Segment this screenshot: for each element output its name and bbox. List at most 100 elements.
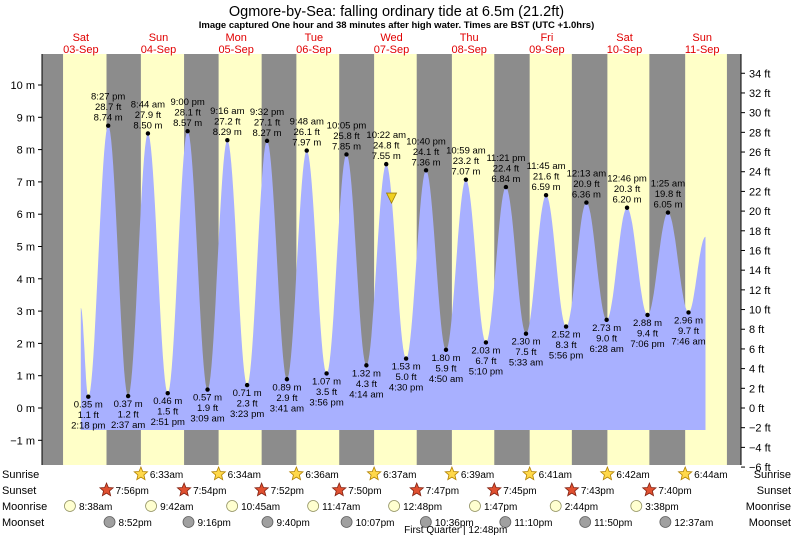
right-tick-label: 24 ft — [749, 167, 770, 179]
moonrise-time: 2:44pm — [565, 502, 598, 513]
low-tide-dot — [86, 394, 91, 399]
high-tide-label: 19.8 ft — [655, 189, 682, 200]
low-tide-label: 2.73 m — [592, 323, 621, 334]
sunrise-time: 6:37am — [383, 470, 416, 481]
left-tick-label: 4 m — [17, 274, 35, 286]
low-tide-label: 7:06 pm — [630, 339, 664, 350]
moonset-row-label-right: Moonset — [749, 517, 791, 529]
day-name: Thu — [460, 32, 479, 44]
high-tide-label: 20.9 ft — [573, 179, 600, 190]
sunset-time: 7:40pm — [658, 486, 691, 497]
low-tide-dot — [443, 347, 449, 353]
low-tide-label: 2:37 am — [111, 420, 145, 431]
sunrise-icon — [599, 465, 615, 481]
sunset-row-label: Sunset — [2, 485, 36, 497]
low-tide-label: 5.0 ft — [396, 372, 417, 383]
low-tide-label: 5.9 ft — [435, 363, 456, 374]
sunrise-time: 6:33am — [150, 470, 183, 481]
high-tide-label: 8.74 m — [94, 113, 123, 124]
low-tide-label: 9.7 ft — [678, 326, 699, 337]
right-tick-label: 20 ft — [749, 206, 770, 218]
sunrise-icon — [133, 465, 149, 481]
high-tide-label: 8:44 am — [131, 99, 165, 110]
low-tide-label: 1.80 m — [431, 353, 460, 364]
left-tick-label: −1 m — [10, 435, 35, 447]
low-tide-label: 3:41 am — [270, 403, 304, 414]
day-headers: Sat03-SepSun04-SepMon05-SepTue06-SepWed0… — [63, 32, 719, 56]
moonset-icon — [261, 516, 274, 528]
high-tide-label: 8.50 m — [133, 120, 162, 131]
chart-title: Ogmore-by-Sea: falling ordinary tide at … — [229, 4, 564, 20]
left-tick-label: 3 m — [17, 306, 35, 318]
low-tide-label: 2:18 pm — [71, 421, 105, 432]
high-tide-label: 10:59 am — [446, 146, 486, 157]
sunset-icon — [486, 481, 502, 497]
sunrise-time: 6:36am — [305, 470, 338, 481]
low-tide-dot — [686, 310, 691, 315]
high-tide-dot — [225, 138, 230, 143]
sunset-time: 7:54pm — [193, 486, 226, 497]
day-name: Mon — [225, 32, 246, 44]
high-tide-label: 8.27 m — [253, 128, 282, 139]
low-tide-label: 3:23 pm — [230, 409, 264, 420]
high-tide-label: 6.20 m — [613, 195, 642, 206]
day-name: Sat — [73, 32, 90, 44]
low-tide-label: 1.5 ft — [157, 407, 178, 418]
sunset-time: 7:43pm — [581, 486, 614, 497]
moonset-icon — [419, 516, 432, 528]
moon-phase-label: First Quarter | 12:48pm — [404, 525, 507, 536]
sunset-icon — [254, 481, 270, 497]
high-tide-dot — [584, 200, 589, 205]
day-name: Wed — [380, 32, 402, 44]
low-tide-label: 1.07 m — [312, 376, 341, 387]
moonrise-icon — [388, 500, 401, 512]
low-tide-label: 1.1 ft — [78, 410, 99, 421]
high-tide-label: 26.1 ft — [294, 127, 321, 138]
night-band — [42, 54, 64, 465]
low-tide-dot — [165, 390, 170, 396]
sunset-time: 7:50pm — [348, 486, 381, 497]
high-tide-label: 23.2 ft — [453, 156, 480, 167]
sunset-time: 7:47pm — [426, 486, 459, 497]
low-tide-label: 0.89 m — [272, 382, 301, 393]
sunset-icon — [409, 481, 425, 497]
low-tide-label: 2.52 m — [552, 330, 581, 341]
high-tide-dot — [503, 184, 509, 190]
moonrise-time: 1:47pm — [484, 502, 517, 513]
high-tide-label: 21.6 ft — [533, 172, 560, 183]
high-tide-label: 10:22 am — [366, 130, 406, 141]
moonrise-row-label-right: Moonrise — [746, 501, 791, 513]
low-tide-label: 8.3 ft — [556, 340, 577, 351]
sunset-time: 7:52pm — [271, 486, 304, 497]
low-tide-label: 7:46 am — [671, 336, 705, 347]
left-tick-label: 0 m — [17, 403, 35, 415]
left-tick-label: 1 m — [17, 371, 35, 383]
high-tide-label: 10:40 pm — [406, 136, 446, 147]
high-tide-dot — [463, 177, 469, 182]
low-tide-dot — [645, 312, 650, 318]
day-name: Tue — [305, 32, 324, 44]
high-tide-dot — [665, 210, 671, 215]
low-tide-label: 5:56 pm — [549, 351, 583, 362]
high-tide-label: 12:46 pm — [607, 174, 647, 185]
day-date: 08-Sep — [451, 44, 486, 56]
tide-curve — [80, 125, 706, 430]
high-tide-label: 11:21 pm — [486, 153, 525, 164]
right-tick-label: 30 ft — [749, 108, 770, 120]
moonset-icon — [499, 516, 512, 528]
sunrise-icon — [288, 465, 304, 481]
right-tick-label: 6 ft — [749, 344, 764, 356]
low-tide-label: 2.96 m — [674, 315, 703, 326]
sunset-icon — [98, 481, 115, 497]
low-tide-label: 3.5 ft — [316, 387, 337, 398]
low-tide-label: 2:51 pm — [151, 417, 185, 428]
moonset-time: 8:52pm — [119, 518, 152, 529]
low-tide-dot — [364, 363, 369, 368]
sunrise-time: 6:39am — [461, 470, 494, 481]
right-tick-label: 8 ft — [749, 324, 764, 336]
high-tide-dot — [264, 138, 270, 144]
low-tide-label: 4:50 am — [429, 374, 463, 385]
low-tide-dot — [604, 317, 609, 323]
day-date: 06-Sep — [296, 44, 331, 56]
